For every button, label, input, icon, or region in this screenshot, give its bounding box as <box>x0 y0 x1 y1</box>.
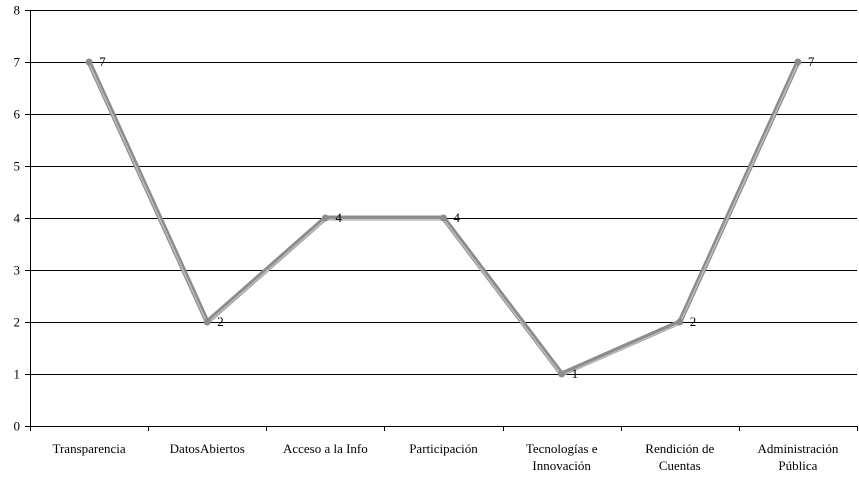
y-tick-label: 7 <box>14 55 21 70</box>
data-point <box>676 318 684 326</box>
y-tick-label: 8 <box>14 3 21 18</box>
data-label: 7 <box>99 54 106 69</box>
y-tick-label: 4 <box>14 211 21 226</box>
data-label: 2 <box>217 314 224 329</box>
y-tick-label: 6 <box>14 107 21 122</box>
x-tick-label: Participación <box>409 441 478 456</box>
data-point <box>794 58 802 66</box>
y-tick-label: 3 <box>14 263 21 278</box>
y-tick-label: 1 <box>14 367 21 382</box>
x-tick-label: Rendición de Cuentas <box>645 441 714 473</box>
x-tick-labels: Transparencia DatosAbiertos Acceso a la In… <box>52 441 838 473</box>
axes <box>25 10 858 431</box>
x-tick-label: Administración Pública <box>757 441 838 473</box>
y-tick-label: 2 <box>14 315 21 330</box>
gridlines <box>30 10 857 375</box>
data-label: 4 <box>335 210 342 225</box>
x-tick-label: Transparencia <box>52 441 125 456</box>
y-tick-label: 5 <box>14 159 21 174</box>
x-tick-label: Tecnologías e Innovación <box>526 441 598 473</box>
y-tick-labels: 0 1 2 3 4 5 6 7 8 <box>14 3 21 434</box>
x-tick-label: Acceso a la Info <box>283 441 368 456</box>
series <box>85 58 802 378</box>
data-label: 2 <box>690 314 697 329</box>
data-label: 7 <box>808 54 815 69</box>
data-point <box>558 370 566 378</box>
x-tick-label: DatosAbiertos <box>170 441 245 456</box>
data-labels: 7 2 4 4 1 2 7 <box>99 54 815 381</box>
data-point <box>85 58 93 66</box>
data-point <box>321 214 329 222</box>
y-tick-label: 0 <box>14 419 21 434</box>
data-label: 4 <box>454 210 461 225</box>
data-point <box>440 214 447 222</box>
data-point <box>203 318 211 326</box>
data-label: 1 <box>572 366 579 381</box>
